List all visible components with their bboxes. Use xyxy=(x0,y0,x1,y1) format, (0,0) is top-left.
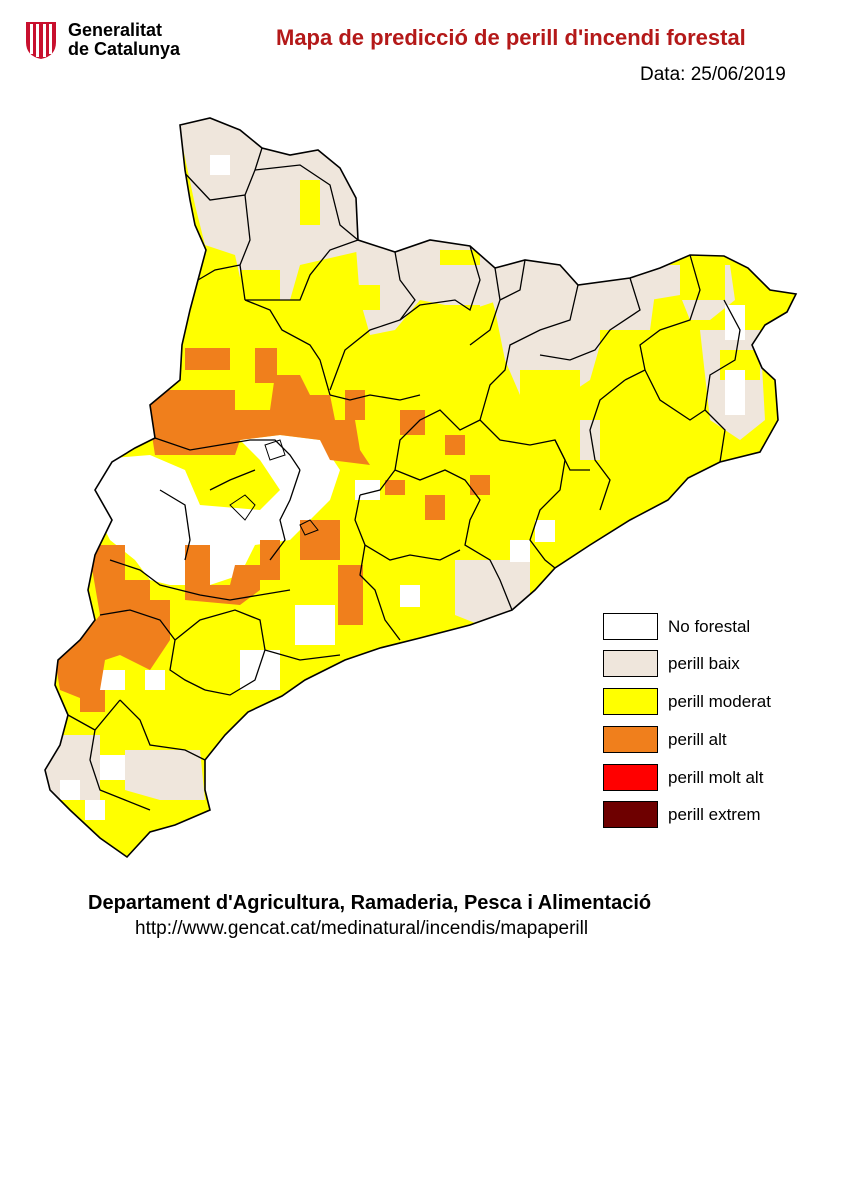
zone-perill-moderat-patches xyxy=(200,180,760,450)
legend-label-perill-moderat: perill moderat xyxy=(668,692,771,711)
legend-label-perill-extrem: perill extrem xyxy=(668,805,761,824)
legend-item-no-forestal: No forestal xyxy=(603,613,843,641)
legend-swatch-perill-extrem xyxy=(603,801,658,828)
map-date: Data: 25/06/2019 xyxy=(640,64,786,85)
legend-label-perill-molt-alt: perill molt alt xyxy=(668,768,764,787)
legend-item-perill-extrem: perill extrem xyxy=(603,801,843,829)
legend-swatch-perill-moderat xyxy=(603,688,658,715)
generalitat-logo: Generalitat de Catalunya xyxy=(24,20,180,60)
map-title: Mapa de predicció de perill d'incendi fo… xyxy=(276,25,746,50)
legend-swatch-perill-molt-alt xyxy=(603,764,658,791)
logo-text-line1: Generalitat xyxy=(68,20,163,40)
legend-label-perill-alt: perill alt xyxy=(668,730,727,749)
department-name: Departament d'Agricultura, Ramaderia, Pe… xyxy=(88,892,652,914)
legend-item-perill-baix: perill baix xyxy=(603,650,843,678)
legend-label-perill-baix: perill baix xyxy=(668,654,740,673)
legend-item-perill-molt-alt: perill molt alt xyxy=(603,764,843,792)
logo-text-line2: de Catalunya xyxy=(68,39,181,59)
zone-no-forestal xyxy=(60,155,745,820)
legend-item-perill-moderat: perill moderat xyxy=(603,688,843,716)
zone-perill-baix xyxy=(45,118,765,800)
legend-label-no-forestal: No forestal xyxy=(668,617,751,636)
enclave-boundaries xyxy=(229,439,319,536)
zone-perill-alt xyxy=(55,348,490,712)
legend-swatch-no-forestal xyxy=(603,613,658,640)
catalonia-coat-of-arms-icon xyxy=(26,22,56,59)
legend-swatch-perill-baix xyxy=(603,650,658,677)
legend-swatch-perill-alt xyxy=(603,726,658,753)
county-boundaries xyxy=(67,147,741,811)
legend-item-perill-alt: perill alt xyxy=(603,726,843,754)
source-url[interactable]: http://www.gencat.cat/medinatural/incend… xyxy=(135,918,589,939)
